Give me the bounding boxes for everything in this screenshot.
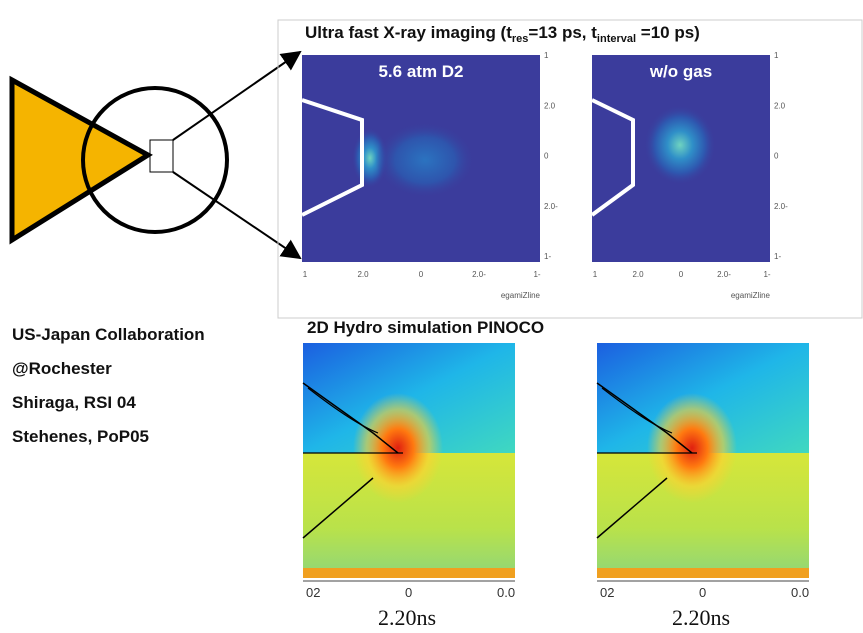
sim-hotspot bbox=[353, 393, 443, 503]
note: @Rochester bbox=[12, 359, 112, 378]
panel-label: 5.6 atm D2 bbox=[378, 62, 463, 81]
sim-x-tick: 0.0 bbox=[791, 585, 809, 600]
sim-x-tick: 0 bbox=[699, 585, 706, 600]
panel-label: w/o gas bbox=[649, 62, 712, 81]
x-tick-label: 2.0 bbox=[632, 270, 644, 279]
y-tick-label: 2.0 bbox=[774, 101, 786, 110]
slide: Ultra fast X-ray imaging (tres=13 ps, ti… bbox=[0, 0, 863, 633]
note: Shiraga, RSI 04 bbox=[12, 393, 136, 412]
sim-x-tick: 02 bbox=[600, 585, 614, 600]
y-tick-label: 1- bbox=[774, 252, 781, 261]
title-part: =10 ps) bbox=[636, 23, 700, 42]
sim-strip bbox=[303, 568, 515, 578]
y-tick-label: 0 bbox=[544, 152, 549, 161]
title-sub: interval bbox=[597, 33, 636, 45]
x-tick-label: 1 bbox=[593, 270, 598, 279]
sim-time: 2.20ns bbox=[672, 605, 730, 630]
emission bbox=[375, 122, 475, 198]
y-tick-label: 2.0- bbox=[774, 202, 788, 211]
axis-label: egamiZline bbox=[501, 291, 541, 300]
x-tick-label: 2.0- bbox=[717, 270, 731, 279]
title-part: Ultra fast X-ray imaging (t bbox=[305, 23, 512, 42]
x-tick-label: 1- bbox=[533, 270, 540, 279]
sim-x-tick: 02 bbox=[306, 585, 320, 600]
sim-time: 2.20ns bbox=[378, 605, 436, 630]
y-tick-label: 1 bbox=[774, 51, 779, 60]
y-tick-label: 1 bbox=[544, 51, 549, 60]
xray-title: Ultra fast X-ray imaging (tres=13 ps, ti… bbox=[305, 23, 700, 45]
zoom-box bbox=[150, 140, 173, 172]
title-part: =13 ps, t bbox=[528, 23, 597, 42]
y-tick-label: 0 bbox=[774, 152, 779, 161]
target-cone bbox=[12, 80, 148, 240]
emission bbox=[644, 105, 716, 185]
y-tick-label: 1- bbox=[544, 252, 551, 261]
sim-x-tick: 0.0 bbox=[497, 585, 515, 600]
page: Ultra fast X-ray imaging (tres=13 ps, ti… bbox=[0, 0, 863, 633]
x-tick-label: 1- bbox=[763, 270, 770, 279]
axis-label: egamiZline bbox=[731, 291, 771, 300]
x-tick-label: 2.0 bbox=[357, 270, 369, 279]
sim-x-tick: 0 bbox=[405, 585, 412, 600]
note: Stehenes, PoP05 bbox=[12, 427, 149, 446]
x-tick-label: 1 bbox=[303, 270, 308, 279]
x-tick-label: 0 bbox=[419, 270, 424, 279]
y-tick-label: 2.0- bbox=[544, 202, 558, 211]
title-sub: res bbox=[512, 33, 529, 45]
arrow bbox=[173, 172, 300, 258]
sim-title: 2D Hydro simulation PINOCO bbox=[307, 318, 544, 337]
y-tick-label: 2.0 bbox=[544, 101, 556, 110]
x-tick-label: 2.0- bbox=[472, 270, 486, 279]
sim-hotspot bbox=[647, 393, 737, 503]
note: US-Japan Collaboration bbox=[12, 325, 205, 344]
sim-strip bbox=[597, 568, 809, 578]
x-tick-label: 0 bbox=[679, 270, 684, 279]
